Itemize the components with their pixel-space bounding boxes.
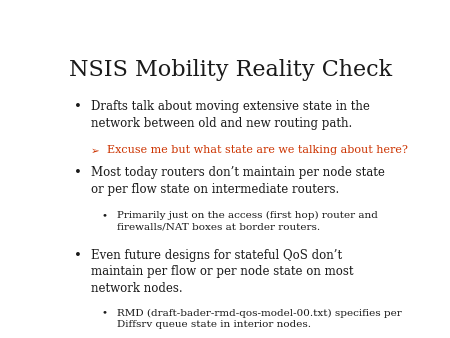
Text: •: • <box>74 248 81 262</box>
Text: Excuse me but what state are we talking about here?: Excuse me but what state are we talking … <box>107 145 408 155</box>
Text: RMD (draft-bader-rmd-qos-model-00.txt) specifies per
Diffsrv queue state in inte: RMD (draft-bader-rmd-qos-model-00.txt) s… <box>117 309 402 329</box>
Text: Primarily just on the access (first hop) router and
firewalls/NAT boxes at borde: Primarily just on the access (first hop)… <box>117 211 378 232</box>
Text: Most today routers don’t maintain per node state
or per flow state on intermedia: Most today routers don’t maintain per no… <box>91 166 385 196</box>
Text: •: • <box>102 309 108 318</box>
Text: ➢: ➢ <box>91 145 100 155</box>
Text: Drafts talk about moving extensive state in the
network between old and new rout: Drafts talk about moving extensive state… <box>91 100 370 130</box>
Text: NSIS Mobility Reality Check: NSIS Mobility Reality Check <box>69 59 392 81</box>
Text: •: • <box>74 100 81 114</box>
Text: •: • <box>74 166 81 179</box>
Text: •: • <box>102 211 108 220</box>
Text: Even future designs for stateful QoS don’t
maintain per flow or per node state o: Even future designs for stateful QoS don… <box>91 248 354 294</box>
